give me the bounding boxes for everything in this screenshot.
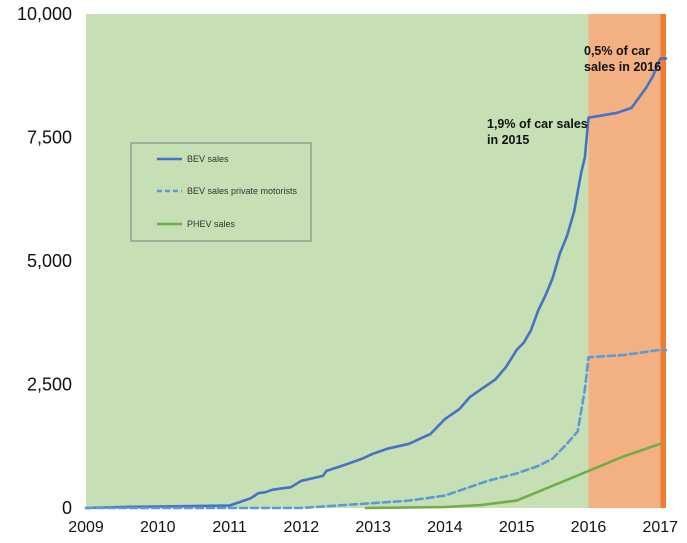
series-line-1 xyxy=(84,348,668,510)
legend-label-bev-private: BEV sales private motorists xyxy=(187,186,298,196)
annotation-2015: 1,9% of car sales in 2015 xyxy=(487,117,591,147)
x-tick-label: 2014 xyxy=(427,519,463,536)
y-tick-label: 2,500 xyxy=(27,375,72,395)
y-tick-label: 5,000 xyxy=(27,251,72,271)
x-axis-ticks: 2009 2010 2011 2012 2013 2014 2015 2016 2017 xyxy=(68,519,678,536)
annotations: 1,9% of car sales in 2015 0,5% of car sa… xyxy=(487,44,661,147)
x-tick-label: 2009 xyxy=(68,519,104,536)
x-tick-label: 2013 xyxy=(355,519,391,536)
x-tick-label: 2010 xyxy=(140,519,176,536)
legend-label-phev-sales: PHEV sales xyxy=(187,219,236,229)
x-tick-label: 2012 xyxy=(284,519,320,536)
y-tick-label: 10,000 xyxy=(17,4,72,24)
annotation-2016-line-1: 0,5% of car xyxy=(584,44,650,58)
background-region-0 xyxy=(86,14,589,508)
y-tick-label: 0 xyxy=(62,498,72,518)
series-line-2 xyxy=(364,442,662,510)
x-tick-label: 2016 xyxy=(571,519,607,536)
x-tick-label: 2017 xyxy=(642,519,678,536)
annotation-2016: 0,5% of car sales in 2016 xyxy=(584,44,661,74)
y-axis-ticks: 0 2,500 5,000 7,500 10,000 xyxy=(17,4,72,518)
annotation-2015-line-2: in 2015 xyxy=(487,133,529,147)
annotation-2016-line-2: sales in 2016 xyxy=(584,60,661,74)
x-tick-label: 2015 xyxy=(499,519,535,536)
series-line-0 xyxy=(84,57,668,510)
annotation-2015-line-1: 1,9% of car sales xyxy=(487,117,588,131)
background-region-1 xyxy=(588,14,661,508)
series-lines xyxy=(84,57,668,510)
background-region-2 xyxy=(660,14,666,508)
y-tick-label: 7,500 xyxy=(27,128,72,148)
legend-label-bev-sales: BEV sales xyxy=(187,154,229,164)
background-regions xyxy=(86,14,666,508)
legend: BEV sales BEV sales private motorists PH… xyxy=(130,142,312,242)
x-tick-label: 2011 xyxy=(212,519,247,536)
